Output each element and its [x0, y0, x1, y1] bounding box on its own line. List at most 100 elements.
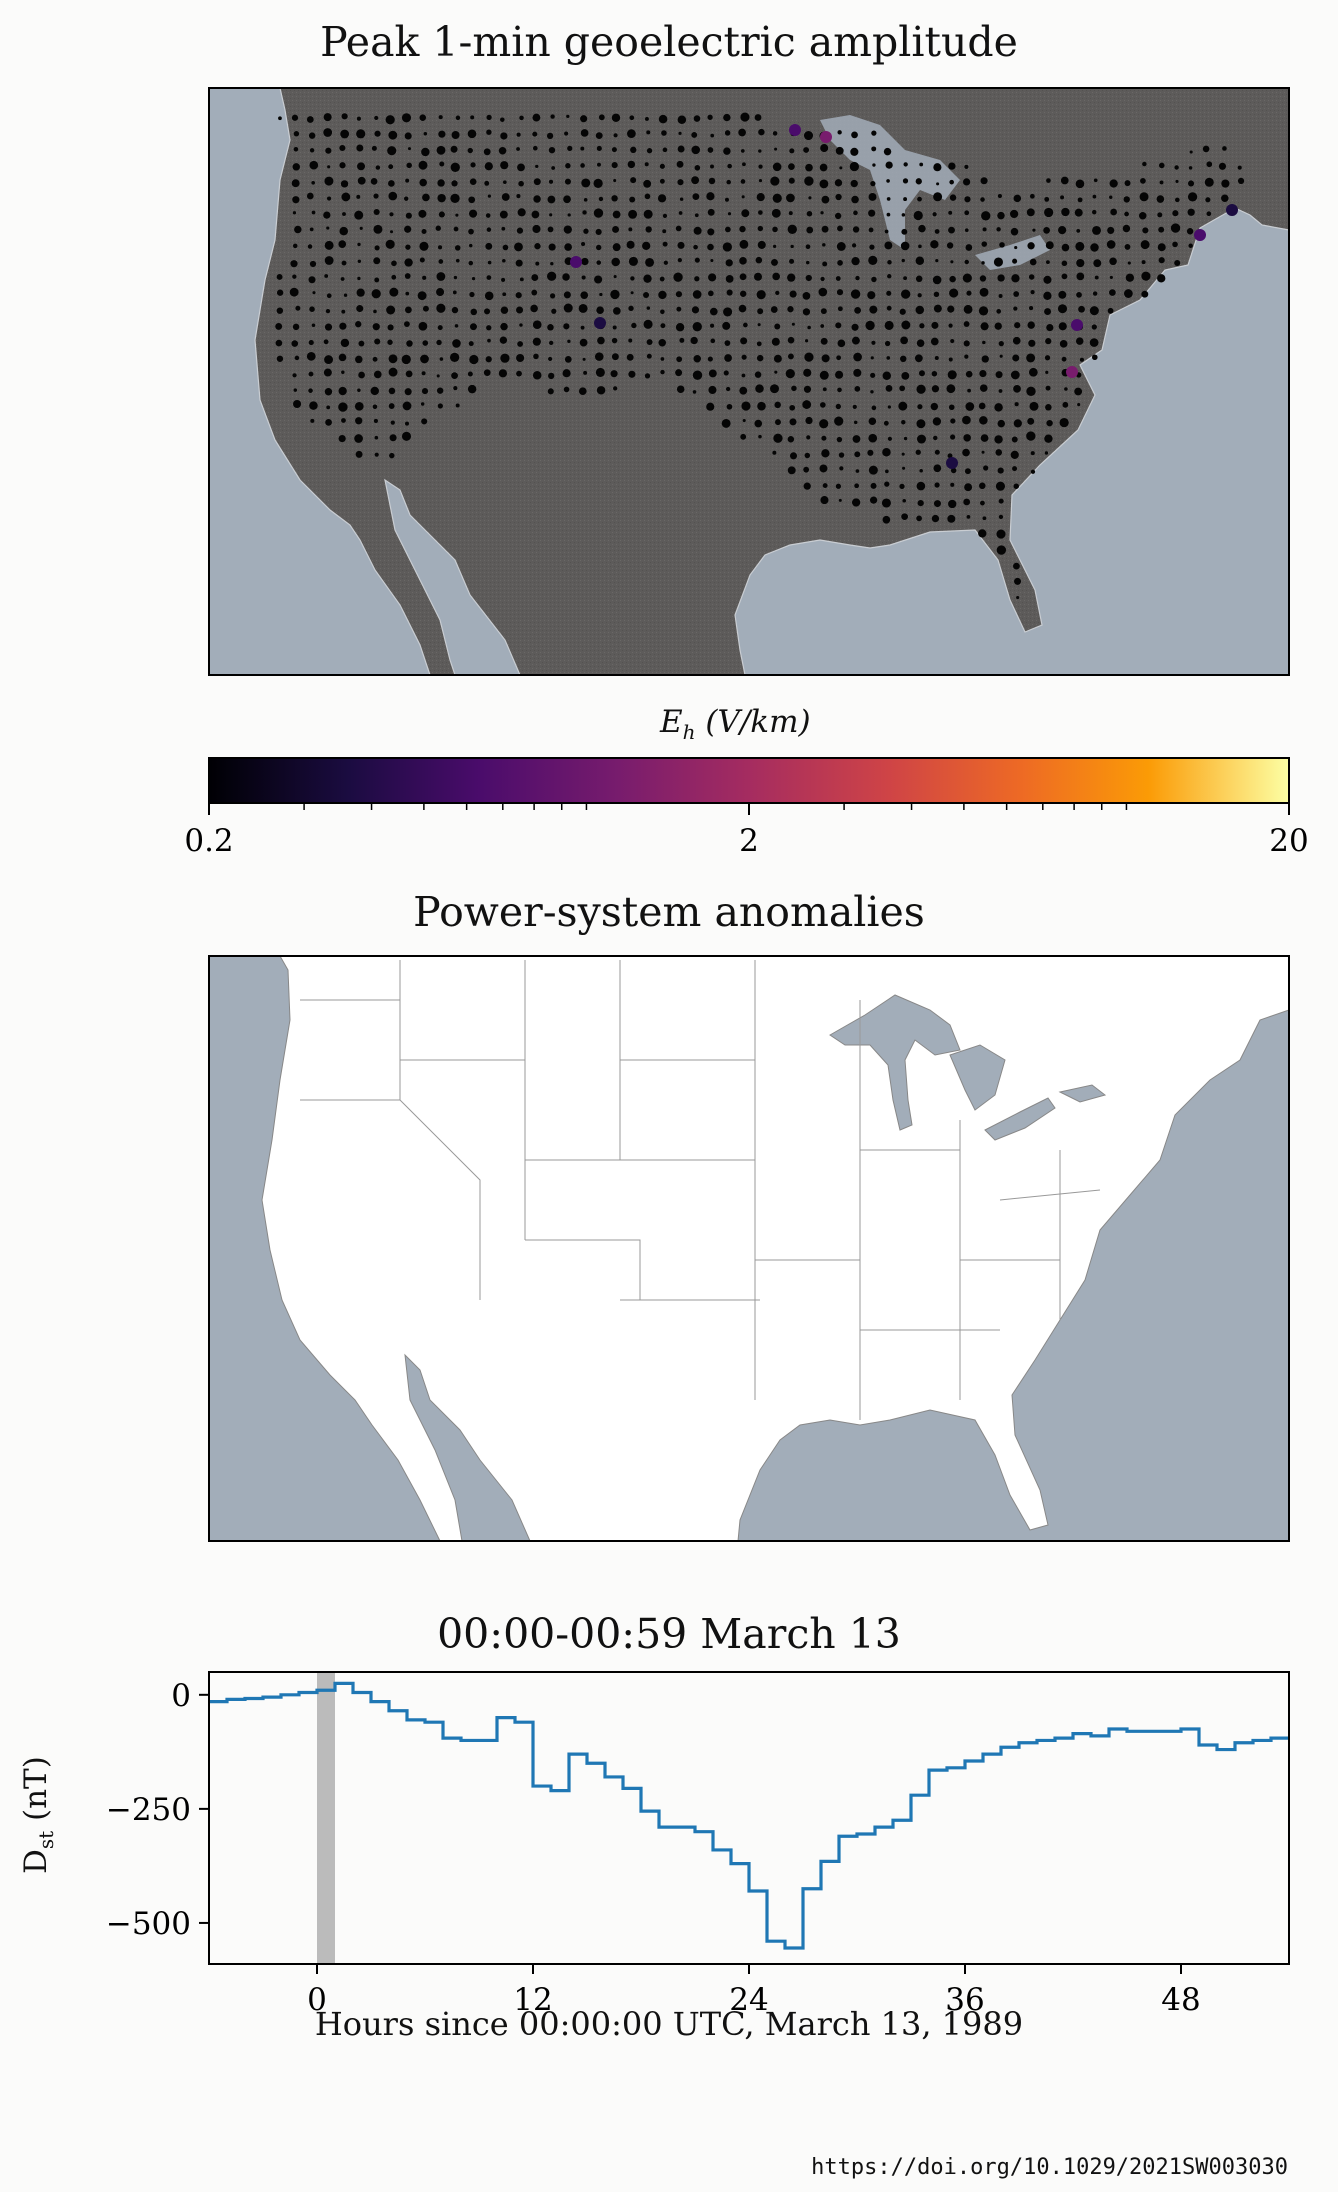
- site-marker: [821, 225, 829, 233]
- site-marker: [599, 292, 603, 297]
- site-marker: [1026, 353, 1036, 363]
- site-marker: [594, 352, 604, 361]
- site-marker: [469, 178, 477, 185]
- site-marker: [470, 308, 478, 316]
- map2-land: [209, 955, 1290, 1542]
- geoelectric-map: [208, 87, 1290, 676]
- map2-great-lakes: [829, 994, 1107, 1141]
- site-marker: [358, 371, 365, 379]
- site-marker: [962, 448, 970, 457]
- site-marker: [452, 290, 457, 295]
- site-marker: [357, 388, 361, 392]
- site-marker: [994, 322, 1002, 330]
- site-marker: [532, 371, 542, 380]
- site-marker: [1091, 354, 1098, 361]
- site-marker: [499, 210, 508, 219]
- site-marker: [916, 419, 926, 429]
- site-marker: [519, 115, 524, 121]
- site-marker: [996, 309, 1002, 314]
- dst-series-line: [209, 1681, 1289, 1950]
- site-marker: [1013, 194, 1022, 203]
- site-marker: [535, 164, 539, 169]
- site-marker: [388, 191, 398, 201]
- site-marker: [963, 321, 970, 327]
- site-marker: [357, 162, 366, 171]
- site-marker: [773, 433, 783, 443]
- site-marker: [788, 177, 795, 184]
- site-marker: [627, 160, 636, 169]
- site-marker: [804, 452, 811, 459]
- site-marker: [500, 353, 510, 363]
- site-marker: [677, 179, 684, 186]
- site-marker: [1046, 260, 1050, 265]
- site-marker: [371, 145, 377, 151]
- site-marker: [903, 436, 908, 441]
- site-marker: [547, 195, 556, 204]
- site-marker: [385, 115, 395, 125]
- site-marker: [417, 291, 427, 301]
- site-marker: [772, 131, 778, 136]
- site-marker: [1013, 291, 1020, 297]
- site-marker: [276, 274, 283, 280]
- site-marker: [356, 288, 365, 297]
- site-marker: [1013, 562, 1020, 570]
- site-marker: [772, 272, 780, 281]
- site-marker: [612, 225, 620, 233]
- site-marker: [516, 353, 525, 363]
- site-marker: [754, 114, 762, 121]
- site-marker: [721, 418, 731, 428]
- site-marker: [1188, 180, 1195, 187]
- site-marker: [1109, 275, 1113, 279]
- site-marker: [694, 276, 700, 282]
- site-marker: [596, 244, 602, 251]
- site-marker: [498, 369, 508, 378]
- site-marker: [292, 323, 300, 331]
- site-marker: [838, 498, 842, 502]
- site-marker: [484, 291, 494, 301]
- site-marker: [821, 449, 830, 458]
- site-marker: [278, 116, 282, 121]
- site-marker: [502, 244, 509, 251]
- site-marker: [439, 357, 444, 361]
- site-marker: [341, 260, 347, 266]
- site-marker: [1124, 244, 1131, 250]
- site-marker: [789, 148, 795, 154]
- site-marker: [646, 306, 651, 310]
- site-marker: [402, 401, 412, 411]
- site-marker: [323, 211, 331, 219]
- site-marker: [773, 244, 777, 249]
- site-marker: [308, 371, 314, 377]
- site-marker: [1092, 291, 1098, 296]
- site-marker: [947, 305, 955, 313]
- site-marker: [933, 291, 940, 298]
- site-marker: [853, 368, 862, 377]
- site-marker: [500, 322, 508, 331]
- site-marker: [438, 245, 443, 250]
- site-marker: [980, 197, 985, 202]
- site-marker: [453, 386, 458, 391]
- site-marker: [900, 241, 910, 251]
- site-marker: [753, 272, 763, 281]
- site-marker: [707, 356, 713, 362]
- site-marker: [962, 415, 971, 425]
- site-marker: [995, 371, 1003, 379]
- site-marker: [451, 306, 459, 314]
- site-marker: [550, 114, 555, 119]
- site-marker: [562, 369, 571, 378]
- site-marker: [451, 372, 458, 380]
- site-marker: [564, 178, 571, 185]
- site-marker: [852, 435, 861, 443]
- site-marker: [1109, 179, 1118, 188]
- site-marker: [1157, 243, 1166, 252]
- site-marker-highlight: [789, 124, 801, 136]
- site-marker: [916, 481, 926, 491]
- site-marker: [933, 192, 943, 202]
- site-marker: [1075, 179, 1085, 189]
- site-marker: [293, 146, 299, 152]
- site-marker: [818, 287, 828, 297]
- site-marker: [1125, 273, 1135, 282]
- site-marker: [1127, 261, 1131, 265]
- site-marker: [1076, 292, 1082, 298]
- site-marker: [374, 277, 380, 283]
- site-marker: [1074, 208, 1083, 217]
